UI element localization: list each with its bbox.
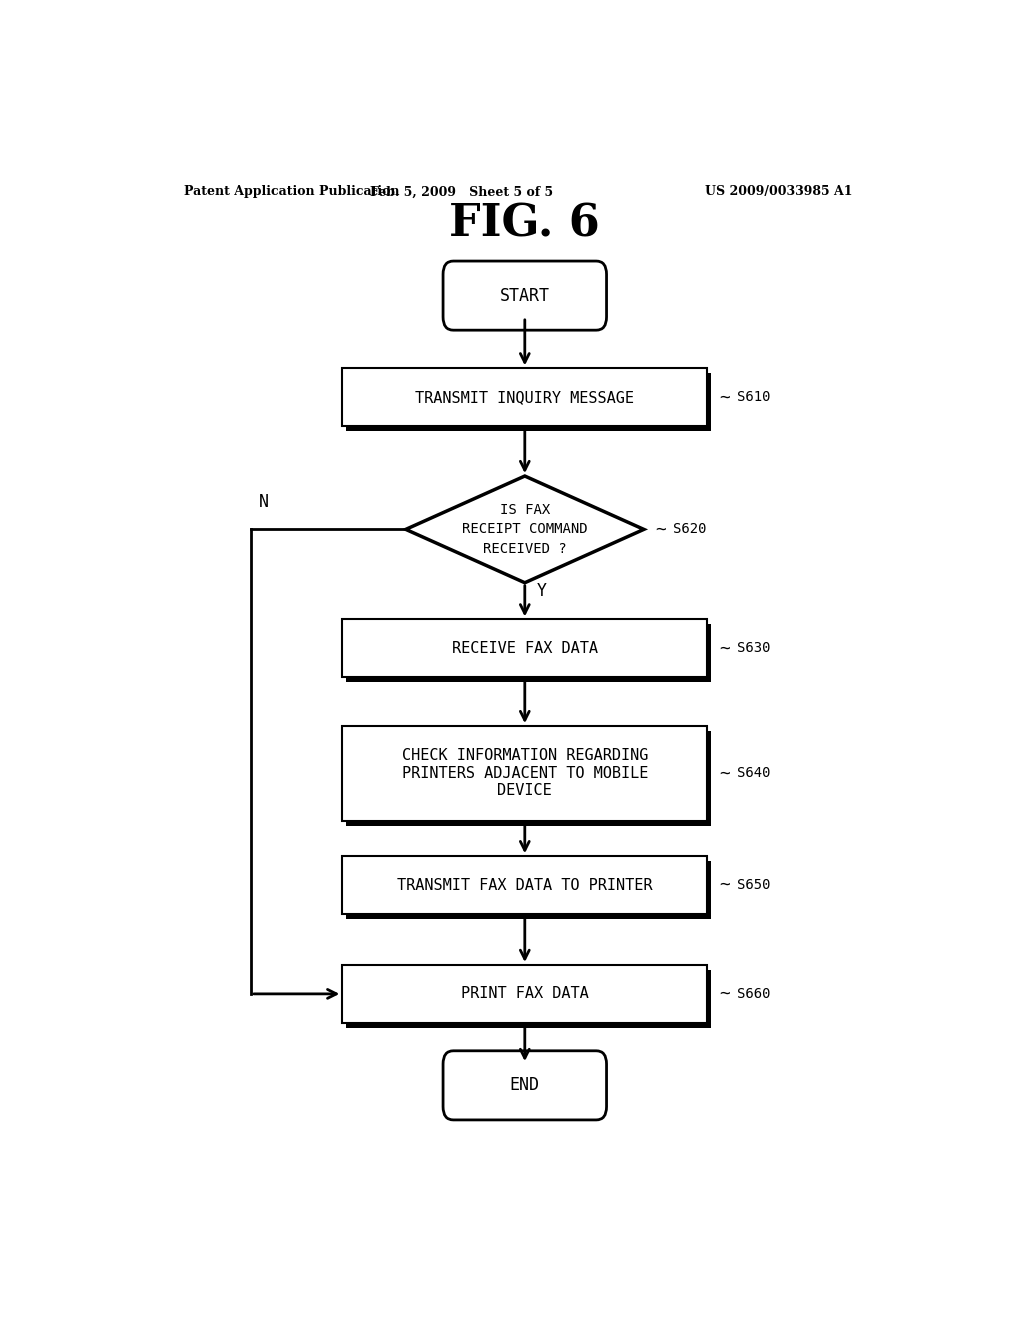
Text: CHECK INFORMATION REGARDING
PRINTERS ADJACENT TO MOBILE
DEVICE: CHECK INFORMATION REGARDING PRINTERS ADJ… bbox=[401, 748, 648, 799]
Text: S630: S630 bbox=[736, 642, 770, 655]
Text: ~: ~ bbox=[719, 764, 730, 783]
Bar bbox=[346, 970, 712, 1028]
Polygon shape bbox=[406, 477, 644, 582]
Text: ~: ~ bbox=[719, 876, 730, 894]
Text: START: START bbox=[500, 286, 550, 305]
Bar bbox=[342, 368, 708, 426]
Text: S640: S640 bbox=[736, 767, 770, 780]
Text: S610: S610 bbox=[736, 391, 770, 404]
Bar bbox=[346, 624, 712, 682]
Text: ~: ~ bbox=[719, 639, 730, 657]
Text: ~: ~ bbox=[719, 388, 730, 407]
Bar bbox=[342, 726, 708, 821]
Text: ~: ~ bbox=[719, 985, 730, 1003]
Bar bbox=[342, 857, 708, 913]
Text: RECEIVE FAX DATA: RECEIVE FAX DATA bbox=[452, 640, 598, 656]
Text: PRINT FAX DATA: PRINT FAX DATA bbox=[461, 986, 589, 1002]
Bar bbox=[342, 619, 708, 677]
Text: S650: S650 bbox=[736, 878, 770, 892]
Text: Y: Y bbox=[537, 582, 547, 599]
Text: TRANSMIT INQUIRY MESSAGE: TRANSMIT INQUIRY MESSAGE bbox=[416, 389, 634, 405]
Bar bbox=[346, 861, 712, 919]
Bar bbox=[346, 374, 712, 432]
FancyBboxPatch shape bbox=[443, 261, 606, 330]
Text: ~: ~ bbox=[655, 520, 667, 539]
Text: TRANSMIT FAX DATA TO PRINTER: TRANSMIT FAX DATA TO PRINTER bbox=[397, 878, 652, 892]
Text: Feb. 5, 2009   Sheet 5 of 5: Feb. 5, 2009 Sheet 5 of 5 bbox=[370, 185, 553, 198]
Bar bbox=[346, 731, 712, 826]
Text: FIG. 6: FIG. 6 bbox=[450, 203, 600, 246]
Text: N: N bbox=[259, 494, 269, 511]
Text: US 2009/0033985 A1: US 2009/0033985 A1 bbox=[705, 185, 853, 198]
Text: S620: S620 bbox=[673, 523, 707, 536]
FancyBboxPatch shape bbox=[443, 1051, 606, 1119]
Bar bbox=[342, 965, 708, 1023]
Text: S660: S660 bbox=[736, 987, 770, 1001]
Text: IS FAX
RECEIPT COMMAND
RECEIVED ?: IS FAX RECEIPT COMMAND RECEIVED ? bbox=[462, 503, 588, 556]
Text: Patent Application Publication: Patent Application Publication bbox=[183, 185, 399, 198]
Text: END: END bbox=[510, 1076, 540, 1094]
